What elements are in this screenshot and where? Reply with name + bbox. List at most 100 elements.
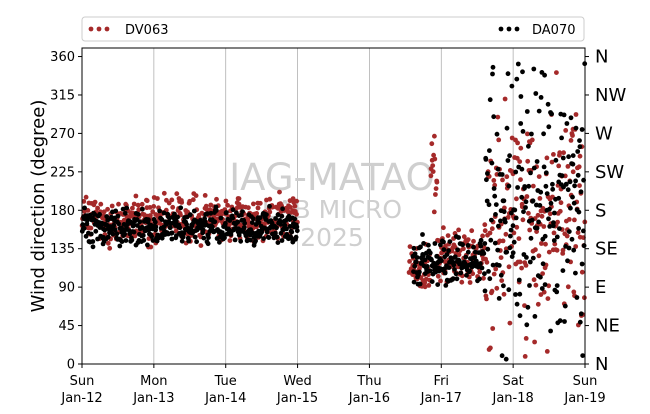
data-point-da070 xyxy=(529,131,534,137)
data-point-dv063 xyxy=(292,203,298,209)
data-point-dv063 xyxy=(223,198,229,204)
y-tick-label: 0 xyxy=(67,358,75,373)
data-point-da070 xyxy=(479,265,485,271)
data-point-da070 xyxy=(518,121,524,126)
data-point-da070 xyxy=(490,64,496,70)
data-point-dv063 xyxy=(469,228,475,234)
data-point-da070 xyxy=(509,254,515,259)
x-tick-day-label: Fri xyxy=(434,374,450,389)
x-tick-day-label: Sat xyxy=(502,374,523,389)
data-point-dv063 xyxy=(173,228,179,234)
data-point-dv063 xyxy=(563,127,569,133)
data-point-dv063 xyxy=(536,253,542,259)
data-point-da070 xyxy=(551,238,557,243)
data-point-da070 xyxy=(209,224,215,230)
data-point-da070 xyxy=(519,166,525,172)
data-point-da070 xyxy=(570,161,576,167)
data-point-da070 xyxy=(485,171,490,176)
data-point-da070 xyxy=(548,328,553,334)
data-point-dv063 xyxy=(489,226,495,232)
data-point-dv063 xyxy=(541,224,547,229)
data-point-dv063 xyxy=(467,280,473,285)
data-point-da070 xyxy=(566,154,571,160)
data-point-da070 xyxy=(573,178,578,184)
data-point-da070 xyxy=(112,227,118,233)
data-point-da070 xyxy=(438,242,443,248)
data-point-da070 xyxy=(194,239,200,245)
data-point-dv063 xyxy=(560,247,566,253)
data-point-da070 xyxy=(531,165,537,171)
data-point-da070 xyxy=(501,283,506,289)
data-point-dv063 xyxy=(456,252,462,258)
data-point-dv063 xyxy=(547,211,553,217)
data-point-da070 xyxy=(557,226,562,232)
data-point-dv063 xyxy=(432,133,437,139)
x-tick-day-label: Wed xyxy=(283,374,311,389)
data-point-da070 xyxy=(464,272,469,278)
data-point-da070 xyxy=(578,311,584,317)
data-point-dv063 xyxy=(519,265,524,271)
data-point-da070 xyxy=(471,244,476,250)
data-point-da070 xyxy=(114,231,120,237)
data-point-da070 xyxy=(82,205,87,211)
data-point-dv063 xyxy=(579,269,585,275)
data-point-dv063 xyxy=(514,196,519,202)
data-point-da070 xyxy=(161,210,167,216)
data-point-da070 xyxy=(135,211,141,217)
data-point-dv063 xyxy=(107,245,113,251)
data-point-da070 xyxy=(534,225,540,231)
data-point-da070 xyxy=(116,221,122,227)
data-point-dv063 xyxy=(535,212,541,218)
data-point-da070 xyxy=(417,269,422,275)
data-point-da070 xyxy=(546,124,552,130)
data-point-dv063 xyxy=(505,215,511,220)
data-point-dv063 xyxy=(147,205,153,210)
data-point-dv063 xyxy=(433,186,439,192)
data-point-dv063 xyxy=(488,345,493,351)
data-point-da070 xyxy=(506,183,512,189)
data-point-da070 xyxy=(542,72,547,78)
data-point-da070 xyxy=(486,269,491,274)
data-point-da070 xyxy=(242,220,248,226)
legend-marker-dv063 xyxy=(104,26,110,32)
data-point-dv063 xyxy=(445,233,451,239)
data-point-da070 xyxy=(524,322,530,328)
data-point-dv063 xyxy=(144,198,150,204)
legend-entry-dv063: DV063 xyxy=(88,23,169,38)
legend-marker-dv063 xyxy=(96,26,102,32)
watermark-line-3: 2025 xyxy=(300,223,364,252)
data-point-da070 xyxy=(280,206,285,212)
data-point-da070 xyxy=(491,114,497,120)
data-point-dv063 xyxy=(436,238,442,244)
legend-marker-dv063 xyxy=(88,26,94,32)
data-point-dv063 xyxy=(456,227,461,233)
data-point-da070 xyxy=(515,61,521,67)
data-point-dv063 xyxy=(407,244,413,250)
data-point-da070 xyxy=(553,157,559,163)
data-point-da070 xyxy=(422,257,428,263)
data-points xyxy=(79,61,588,362)
data-point-da070 xyxy=(105,234,111,240)
data-point-da070 xyxy=(523,199,529,205)
data-point-dv063 xyxy=(432,156,438,162)
data-point-dv063 xyxy=(535,301,541,307)
data-point-da070 xyxy=(561,112,567,118)
data-point-dv063 xyxy=(459,279,465,285)
data-point-dv063 xyxy=(130,205,135,211)
data-point-da070 xyxy=(230,215,236,221)
data-point-da070 xyxy=(493,202,499,208)
data-point-da070 xyxy=(566,245,572,251)
data-point-dv063 xyxy=(543,241,548,247)
legend-marker-da070 xyxy=(506,26,512,32)
data-point-dv063 xyxy=(523,336,529,341)
data-point-da070 xyxy=(576,226,581,231)
data-point-dv063 xyxy=(557,208,563,214)
x-tick-date-label: Jan-12 xyxy=(60,391,102,406)
data-point-dv063 xyxy=(489,288,495,294)
data-point-da070 xyxy=(180,234,186,240)
data-point-dv063 xyxy=(179,200,185,205)
data-point-da070 xyxy=(547,206,552,212)
data-point-dv063 xyxy=(502,96,508,102)
data-point-da070 xyxy=(552,210,557,216)
data-point-da070 xyxy=(137,219,143,225)
